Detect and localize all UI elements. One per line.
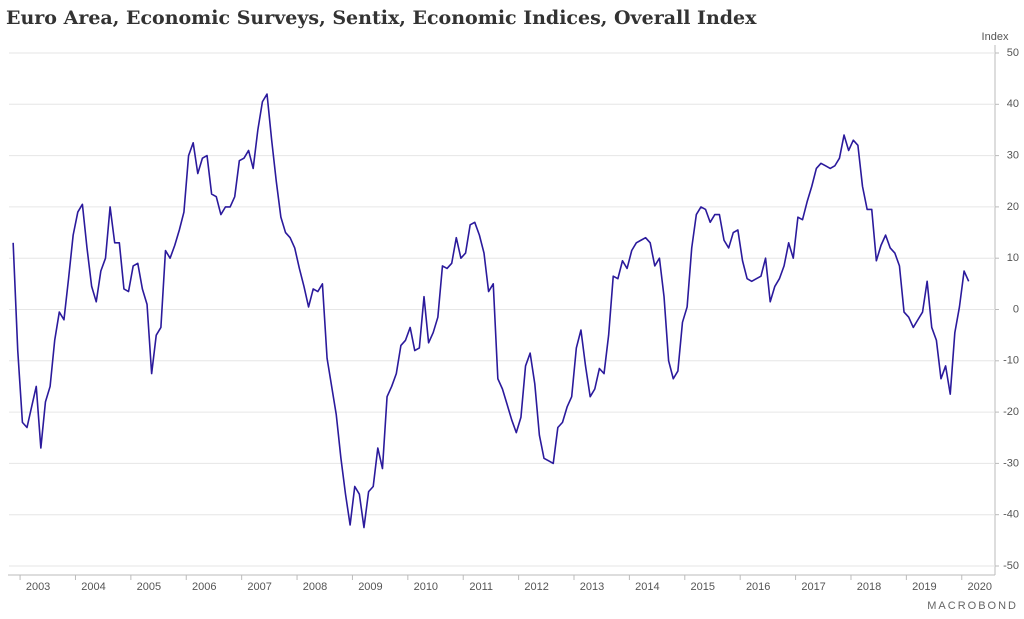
y-tick-label: -30 <box>1003 457 1019 469</box>
line-series <box>12 93 970 529</box>
x-tick-label: 2016 <box>746 581 770 593</box>
x-tick-label: 2009 <box>358 581 382 593</box>
y-axis-label: Index <box>982 31 1009 43</box>
x-tick-label: 2007 <box>247 581 271 593</box>
x-tick-label: 2006 <box>192 581 216 593</box>
y-tick-label: -20 <box>1003 406 1019 418</box>
y-tick-label: 50 <box>1007 47 1019 59</box>
x-tick-label: 2008 <box>303 581 327 593</box>
x-tick-label: 2013 <box>580 581 604 593</box>
x-tick-label: 2011 <box>469 581 493 593</box>
x-tick-label: 2005 <box>137 581 161 593</box>
x-tick-label: 2014 <box>635 581 659 593</box>
x-tick-label: 2004 <box>81 581 105 593</box>
y-tick-label: -10 <box>1003 355 1019 367</box>
x-tick-label: 2019 <box>912 581 936 593</box>
y-tick-label: 0 <box>1013 303 1019 315</box>
y-tick-label: -40 <box>1003 509 1019 521</box>
x-tick-label: 2017 <box>801 581 825 593</box>
x-tick-label: 2020 <box>968 581 992 593</box>
y-tick-label: -50 <box>1003 560 1019 572</box>
x-tick-label: 2015 <box>691 581 715 593</box>
chart-title: Euro Area, Economic Surveys, Sentix, Eco… <box>6 7 757 29</box>
y-tick-label: 30 <box>1007 150 1019 162</box>
source: MACROBOND <box>927 600 1018 612</box>
y-tick-label: 40 <box>1007 98 1019 110</box>
x-tick-label: 2010 <box>414 581 438 593</box>
y-tick-label: 10 <box>1007 252 1019 264</box>
y-tick-label: 20 <box>1007 201 1019 213</box>
x-tick-label: 2018 <box>857 581 881 593</box>
x-tick-label: 2012 <box>524 581 548 593</box>
x-tick-label: 2003 <box>26 581 50 593</box>
